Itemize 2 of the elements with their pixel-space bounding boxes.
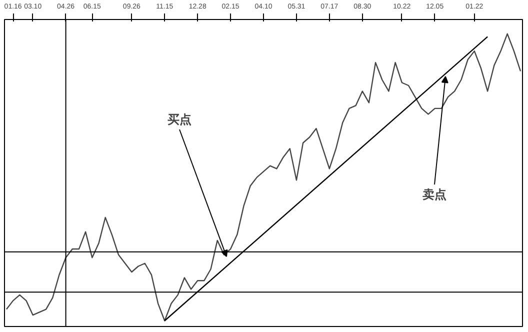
annotation: 卖点 <box>422 188 446 202</box>
annotation: 买点 <box>168 112 192 126</box>
